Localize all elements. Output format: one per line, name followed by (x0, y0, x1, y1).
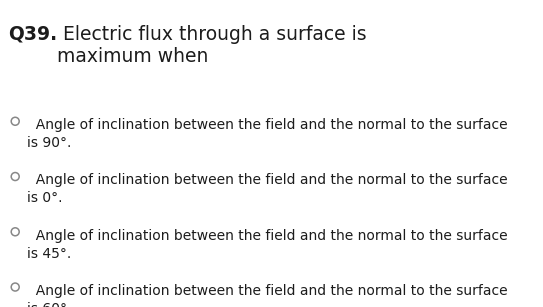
Text: Angle of inclination between the field and the normal to the surface
is 0°.: Angle of inclination between the field a… (27, 173, 508, 205)
Text: Angle of inclination between the field and the normal to the surface
is 45°.: Angle of inclination between the field a… (27, 229, 508, 261)
Text: Electric flux through a surface is
maximum when: Electric flux through a surface is maxim… (57, 25, 367, 66)
Text: Q39.: Q39. (8, 25, 57, 44)
Text: Angle of inclination between the field and the normal to the surface
is 90°.: Angle of inclination between the field a… (27, 118, 508, 150)
Text: Angle of inclination between the field and the normal to the surface
is 60°.: Angle of inclination between the field a… (27, 284, 508, 307)
